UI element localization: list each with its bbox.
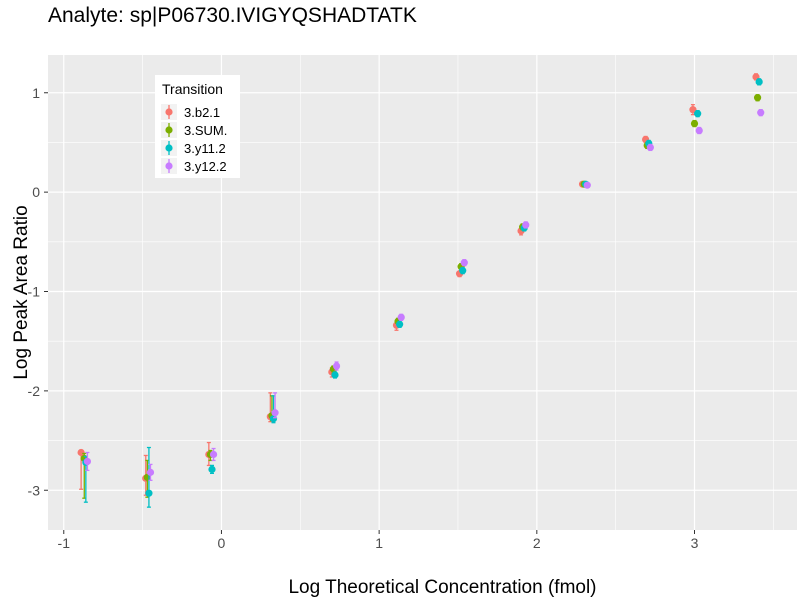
data-point <box>208 465 216 473</box>
y-axis-title: Log Peak Area Ratio <box>11 205 32 379</box>
data-point <box>209 450 218 459</box>
data-point <box>332 362 341 370</box>
legend-label: 3.y12.2 <box>184 159 227 174</box>
legend-key-point <box>165 126 173 134</box>
data-point <box>397 313 405 321</box>
y-tick-label: -2 <box>28 383 41 399</box>
data-point <box>646 143 654 152</box>
chart-title: Analyte: sp|P06730.IVIGYQSHADTATK <box>48 4 417 27</box>
data-point <box>460 259 468 267</box>
data-point <box>459 267 467 275</box>
legend: Transition 3.b2.1 3.SUM. 3.y11.2 3.y12.2 <box>155 75 240 178</box>
data-point <box>689 106 697 114</box>
x-tick-label: 1 <box>375 535 383 551</box>
x-tick-label: 2 <box>533 535 541 551</box>
legend-key <box>161 158 177 174</box>
data-point <box>522 221 530 229</box>
x-tick-label: -1 <box>58 535 71 551</box>
data-point <box>757 109 765 117</box>
legend-key-point <box>165 108 173 116</box>
y-tick-label: -3 <box>28 482 41 498</box>
data-point <box>694 110 702 118</box>
data-point <box>753 94 762 102</box>
data-point <box>690 119 699 128</box>
y-tick-label: -1 <box>28 284 41 300</box>
y-tick-label: 0 <box>32 184 40 200</box>
data-point <box>695 126 703 135</box>
legend-key <box>161 140 177 156</box>
series-3.y12.2 <box>83 109 765 481</box>
legend-label: 3.b2.1 <box>184 105 220 120</box>
data-point <box>331 371 339 379</box>
legend-key-point <box>165 144 173 152</box>
data-point <box>396 320 404 328</box>
data-point <box>583 181 591 189</box>
legend-key-point <box>165 162 173 170</box>
axes: -1 0 1 2 3 -3 -2 -1 0 1 <box>28 85 699 551</box>
data-point <box>755 78 763 86</box>
y-tick-label: 1 <box>32 85 40 101</box>
data-points <box>77 73 765 508</box>
legend-label: 3.SUM. <box>184 123 227 138</box>
data-point <box>83 457 92 466</box>
legend-label: 3.y11.2 <box>184 141 226 156</box>
legend-key <box>161 104 177 120</box>
x-axis-title: Log Theoretical Concentration (fmol) <box>288 577 596 598</box>
data-point <box>146 468 155 476</box>
x-tick-label: 3 <box>691 535 699 551</box>
legend-key <box>161 122 177 138</box>
legend-title: Transition <box>162 81 223 97</box>
data-point <box>77 448 85 457</box>
data-point <box>271 409 279 417</box>
data-point <box>145 489 153 497</box>
x-tick-label: 0 <box>218 535 226 551</box>
